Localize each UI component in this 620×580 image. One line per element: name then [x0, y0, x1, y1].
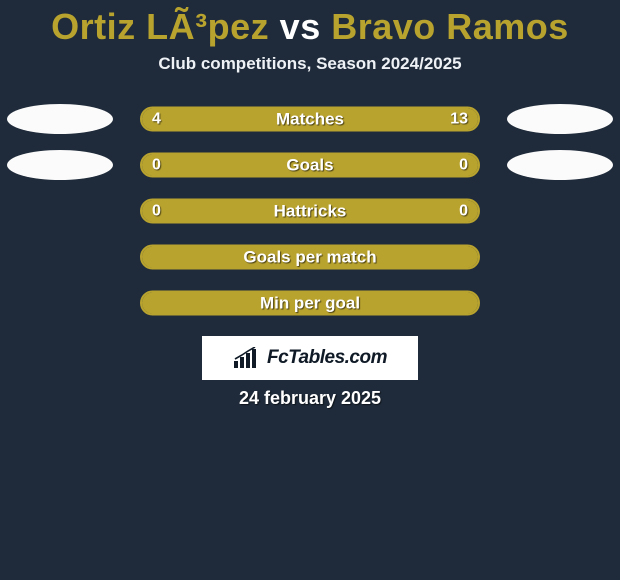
stat-row: Min per goal [0, 280, 620, 326]
stat-rows: 413Matches 00Goals 00Hattricks Goals per ma… [0, 96, 620, 326]
stat-bar: 00Hattricks [140, 199, 480, 224]
stat-row: 00Goals [0, 142, 620, 188]
title-player-b: Bravo Ramos [331, 6, 569, 47]
stat-bar: 00Goals [140, 153, 480, 178]
stat-bar: Goals per match [140, 245, 480, 270]
title-vs: vs [280, 6, 321, 47]
stat-bar: 413Matches [140, 107, 480, 132]
date-label: 24 february 2025 [0, 388, 620, 409]
comparison-card: Ortiz LÃ³pez vs Bravo Ramos Club competi… [0, 0, 620, 409]
brand-logo[interactable]: FcTables.com [202, 336, 418, 380]
stat-row: Goals per match [0, 234, 620, 280]
brand-text: FcTables.com [267, 347, 387, 369]
team-badge-right [507, 104, 613, 134]
stat-label: Min per goal [142, 293, 478, 314]
subtitle: Club competitions, Season 2024/2025 [0, 54, 620, 74]
stat-label: Goals per match [142, 247, 478, 268]
team-badge-right [507, 150, 613, 180]
team-badge-left [7, 150, 113, 180]
stat-bar: Min per goal [140, 291, 480, 316]
team-badge-left [7, 104, 113, 134]
chart-icon [233, 347, 261, 369]
stat-label: Hattricks [142, 201, 478, 222]
stat-row: 00Hattricks [0, 188, 620, 234]
stat-row: 413Matches [0, 96, 620, 142]
stat-label: Goals [142, 155, 478, 176]
stat-label: Matches [142, 109, 478, 130]
title-player-a: Ortiz LÃ³pez [51, 6, 269, 47]
page-title: Ortiz LÃ³pez vs Bravo Ramos [0, 6, 620, 48]
